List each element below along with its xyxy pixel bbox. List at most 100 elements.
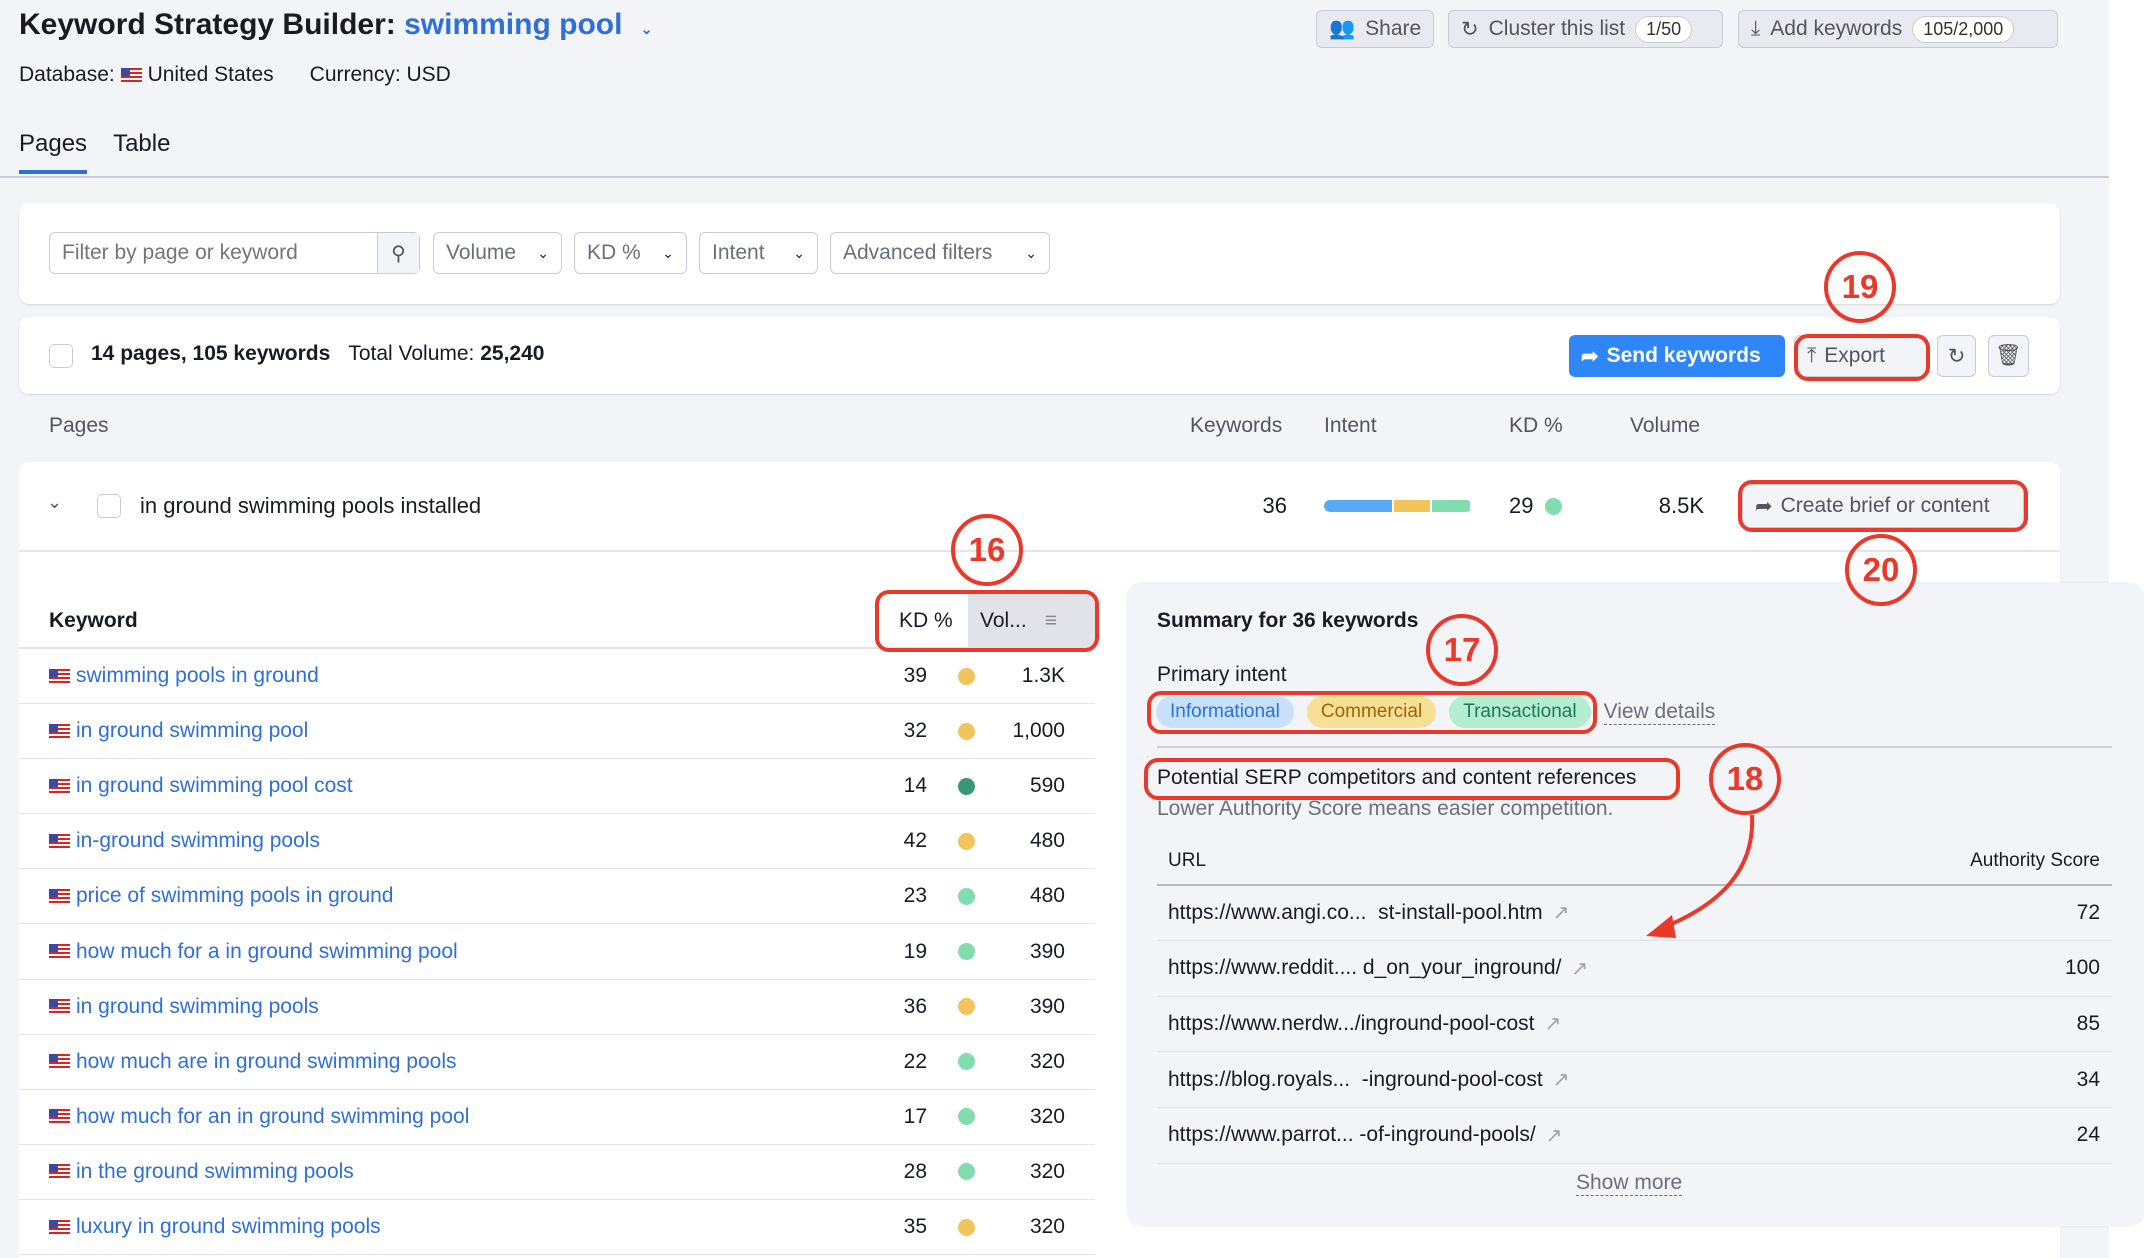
kd-dot xyxy=(958,887,975,905)
url-text: https://www.reddit.... d_on_your_ingroun… xyxy=(1168,956,1562,980)
keyword-volume: 590 xyxy=(1029,774,1065,798)
export-label: Export xyxy=(1824,344,1885,367)
create-brief-label: Create brief or content xyxy=(1780,494,1990,517)
show-more-link[interactable]: Show more xyxy=(1576,1171,1683,1196)
header-volume[interactable]: Vol... ≡ xyxy=(968,592,1095,649)
kd-dot xyxy=(958,722,975,740)
competitor-row: https://www.nerdw.../inground-pool-cost ↗… xyxy=(1157,996,2112,1053)
keyword-link[interactable]: how much for an in ground swimming pool xyxy=(49,1105,469,1129)
keyword-text: in ground swimming pool cost xyxy=(76,774,353,798)
competitor-url[interactable]: https://www.angi.co... st-install-pool.h… xyxy=(1168,900,1569,925)
keyword-kd: 35 xyxy=(903,1215,927,1238)
search-field: ⚲ xyxy=(49,232,420,274)
keyword-text: in the ground swimming pools xyxy=(76,1159,354,1183)
competitor-url[interactable]: https://blog.royals... -inground-pool-co… xyxy=(1168,1067,1569,1092)
external-link-icon[interactable]: ↗ xyxy=(1552,1069,1570,1092)
keyword-link[interactable]: how much are in ground swimming pools xyxy=(49,1050,457,1074)
authority-score: 24 xyxy=(2076,1123,2100,1147)
tab-pages[interactable]: Pages xyxy=(19,130,88,174)
kd-dropdown[interactable]: KD % ⌄ xyxy=(574,232,687,274)
chevron-down-icon: ⌄ xyxy=(640,21,653,37)
keyword-link[interactable]: in ground swimming pool cost xyxy=(49,774,353,798)
summary-panel xyxy=(1127,583,2144,1226)
column-keywords[interactable]: Keywords xyxy=(1190,414,1283,437)
keyword-selector[interactable]: swimming pool ⌄ xyxy=(404,8,652,41)
keyword-link[interactable]: in ground swimming pool xyxy=(49,719,308,743)
delete-button[interactable]: 🗑 xyxy=(1988,335,2029,377)
database-info: Database: United States Currency: USD xyxy=(19,63,451,87)
tab-table[interactable]: Table xyxy=(113,130,171,157)
keyword-link[interactable]: how much for a in ground swimming pool xyxy=(49,940,458,964)
view-details-link[interactable]: View details xyxy=(1603,699,1716,725)
volume-dropdown[interactable]: Volume ⌄ xyxy=(433,232,562,274)
competitor-url[interactable]: https://www.reddit.... d_on_your_ingroun… xyxy=(1168,956,1588,981)
column-volume[interactable]: Volume xyxy=(1630,414,1701,437)
chevron-down-icon[interactable]: ⌄ xyxy=(47,492,63,512)
keyword-kd: 32 xyxy=(903,719,927,743)
page-kd: 29 xyxy=(1509,493,1534,518)
competitors-title: Potential SERP competitors and content r… xyxy=(1157,766,1637,789)
tabs: Pages Table xyxy=(19,130,170,174)
competitor-row: https://www.angi.co... st-install-pool.h… xyxy=(1157,885,2112,941)
search-icon[interactable]: ⚲ xyxy=(377,233,419,273)
table-row: how much for a in ground swimming pool 1… xyxy=(19,925,1095,980)
cluster-label: Cluster this list xyxy=(1488,17,1626,40)
external-link-icon[interactable]: ↗ xyxy=(1552,902,1570,924)
volume-label: Volume xyxy=(446,241,517,264)
authority-score: 34 xyxy=(2076,1067,2100,1091)
keyword-volume: 480 xyxy=(1029,884,1065,908)
annotation-19: 19 xyxy=(1824,251,1896,323)
send-keywords-button[interactable]: ➦ Send keywords xyxy=(1569,335,1785,377)
chevron-down-icon: ⌄ xyxy=(662,244,674,261)
keyword-link[interactable]: in-ground swimming pools xyxy=(49,829,320,853)
external-link-icon[interactable]: ↗ xyxy=(1544,1013,1562,1036)
column-kd[interactable]: KD % xyxy=(1509,414,1563,437)
table-row: luxury in ground swimming pools 35 320 xyxy=(19,1200,1095,1255)
url-text: https://blog.royals... -inground-pool-co… xyxy=(1168,1067,1543,1091)
share-arrow-icon: ➦ xyxy=(1755,494,1773,518)
database-value: United States xyxy=(147,63,274,86)
keyword-link[interactable]: in the ground swimming pools xyxy=(49,1160,354,1184)
us-flag-icon xyxy=(49,1054,70,1070)
divider xyxy=(1157,746,2112,748)
tabs-divider xyxy=(0,176,2109,178)
annotation-highlight-kd-volume xyxy=(875,590,1099,652)
header-kd[interactable]: KD % xyxy=(899,609,953,632)
kd-dot xyxy=(958,832,975,850)
authority-score: 100 xyxy=(2064,956,2100,980)
filter-bar: ⚲ Volume ⌄ KD % ⌄ Intent ⌄ Advanced filters… xyxy=(19,203,2060,304)
page-checkbox[interactable] xyxy=(97,494,121,518)
intent-dropdown[interactable]: Intent ⌄ xyxy=(699,232,818,274)
cluster-button[interactable]: ↻ Cluster this list 1/50 xyxy=(1448,10,1723,48)
keyword-link[interactable]: swimming pools in ground xyxy=(49,664,319,688)
refresh-button[interactable]: ↻ xyxy=(1937,335,1976,377)
competitor-url[interactable]: https://www.parrot... -of-inground-pools… xyxy=(1168,1123,1562,1148)
keyword-link[interactable]: in ground swimming pools xyxy=(49,995,319,1019)
column-intent[interactable]: Intent xyxy=(1324,414,1377,437)
url-text: https://www.parrot... -of-inground-pools… xyxy=(1168,1123,1536,1147)
add-keywords-button[interactable]: ⤓ Add keywords 105/2,000 xyxy=(1738,10,2058,48)
share-button[interactable]: 👥 Share xyxy=(1316,10,1434,48)
table-divider xyxy=(1157,884,2112,886)
external-link-icon[interactable]: ↗ xyxy=(1545,1124,1563,1147)
competitor-url[interactable]: https://www.nerdw.../inground-pool-cost ↗ xyxy=(1168,1011,1561,1036)
keyword-text: how much for a in ground swimming pool xyxy=(76,939,458,963)
keyword-link[interactable]: price of swimming pools in ground xyxy=(49,884,393,908)
create-brief-button[interactable]: ➦ Create brief or content xyxy=(1742,484,2024,528)
url-text: https://www.nerdw.../inground-pool-cost xyxy=(1168,1011,1535,1035)
annotation-16: 16 xyxy=(951,514,1023,586)
select-all-checkbox[interactable] xyxy=(49,344,73,368)
search-input[interactable] xyxy=(50,241,360,265)
keyword-volume: 390 xyxy=(1029,994,1065,1018)
external-link-icon[interactable]: ↗ xyxy=(1571,957,1589,980)
page-title-cell[interactable]: in ground swimming pools installed xyxy=(140,493,482,518)
keyword-text: how much for an in ground swimming pool xyxy=(76,1104,470,1128)
advanced-filters-dropdown[interactable]: Advanced filters ⌄ xyxy=(830,232,1050,274)
us-flag-icon xyxy=(49,944,70,959)
kd-dot xyxy=(958,1163,975,1181)
keyword-link[interactable]: luxury in ground swimming pools xyxy=(49,1215,381,1239)
header-keyword: Keyword xyxy=(49,609,138,632)
table-row: in the ground swimming pools 28 320 xyxy=(19,1145,1095,1200)
badge-informational: Informational xyxy=(1156,696,1294,728)
